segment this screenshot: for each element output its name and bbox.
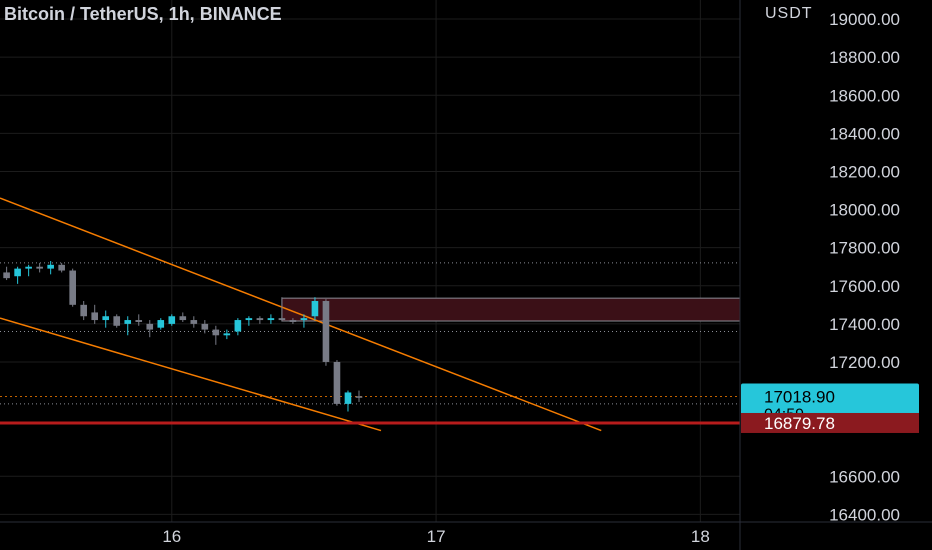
candle-body — [80, 304, 87, 317]
candle — [157, 318, 165, 330]
candle — [3, 266, 10, 281]
candle-body — [245, 318, 253, 321]
candle — [223, 329, 231, 340]
x-tick-label: 17 — [427, 527, 446, 546]
resistance-zone-box[interactable] — [281, 297, 741, 322]
candle-body — [256, 318, 264, 321]
x-tick-label: 18 — [691, 527, 710, 546]
candle-body — [91, 312, 99, 321]
candle-body — [344, 392, 352, 404]
candle-body — [58, 264, 65, 271]
candle — [36, 262, 43, 273]
candle — [58, 262, 65, 273]
time-axis[interactable]: 16 17 18 — [162, 527, 709, 546]
candle-body — [212, 329, 220, 336]
y-tick-label: 17800.00 — [829, 239, 900, 258]
candle-body — [289, 320, 297, 322]
candle — [355, 390, 363, 402]
y-tick-label: 17600.00 — [829, 277, 900, 296]
support-price-value: 16879.78 — [764, 414, 835, 433]
candle — [212, 325, 220, 345]
candle-body — [278, 318, 286, 321]
candle — [322, 299, 330, 366]
candle — [311, 297, 319, 321]
candle-body — [3, 272, 10, 279]
candle — [256, 316, 264, 324]
candle-body — [124, 320, 132, 324]
candle-body — [179, 316, 187, 321]
price-axis[interactable]: 19000.00 18800.00 18600.00 18400.00 18200.00… — [829, 10, 900, 524]
y-tick-label: 16400.00 — [829, 505, 900, 524]
candle — [300, 314, 308, 328]
candle — [135, 314, 143, 326]
currency-unit-label[interactable]: USDT — [765, 5, 813, 22]
y-tick-label: 17400.00 — [829, 315, 900, 334]
candle — [69, 268, 76, 307]
price-tags: 17018.9004:5916879.78 — [741, 383, 919, 433]
x-tick-label: 16 — [162, 527, 181, 546]
y-tick-label: 18200.00 — [829, 162, 900, 181]
trendline[interactable] — [0, 197, 602, 432]
candle-body — [146, 323, 154, 330]
candle — [333, 360, 341, 406]
candle-body — [113, 316, 121, 326]
candle-body — [36, 266, 43, 269]
candle — [25, 264, 32, 277]
candle-body — [234, 320, 242, 332]
trendlines[interactable] — [0, 197, 602, 432]
candle-body — [102, 316, 110, 321]
symbol-title[interactable]: Bitcoin / TetherUS, 1h, BINANCE — [4, 4, 282, 24]
candle — [91, 304, 99, 324]
candle — [245, 316, 253, 326]
candle — [146, 320, 154, 338]
candle-body — [135, 320, 143, 322]
dotted-levels — [0, 262, 740, 405]
candle-body — [69, 270, 76, 305]
candle — [102, 310, 110, 328]
candle-body — [300, 318, 308, 321]
candle — [201, 320, 209, 334]
candle-body — [157, 320, 165, 328]
candle-body — [25, 266, 32, 269]
candle — [179, 312, 187, 322]
current-price-value: 17018.90 — [764, 387, 835, 406]
candle — [344, 390, 352, 412]
y-tick-label: 18000.00 — [829, 201, 900, 220]
y-tick-label: 16600.00 — [829, 467, 900, 486]
candle — [278, 297, 286, 321]
candle-body — [322, 301, 330, 362]
resistance-zone — [281, 297, 741, 322]
candles — [3, 261, 363, 412]
candle — [47, 261, 54, 275]
trendline[interactable] — [0, 317, 382, 432]
candle — [14, 266, 21, 284]
candle — [234, 318, 242, 336]
candle-body — [190, 320, 198, 324]
candle-body — [47, 264, 54, 269]
candle — [190, 316, 198, 328]
y-tick-label: 18400.00 — [829, 124, 900, 143]
grid-layer — [0, 0, 740, 522]
candle — [289, 318, 297, 324]
candle — [113, 314, 121, 328]
candle — [80, 301, 87, 321]
y-tick-label: 18600.00 — [829, 86, 900, 105]
candle-body — [14, 268, 21, 277]
support-price-tag — [741, 412, 919, 433]
candle-body — [267, 318, 275, 321]
candle-body — [223, 333, 231, 336]
candle — [267, 314, 275, 324]
candle-body — [355, 396, 363, 398]
candle-body — [311, 301, 319, 317]
candle-body — [333, 361, 341, 404]
candle — [168, 314, 176, 326]
candle-body — [201, 323, 209, 330]
candle — [124, 316, 132, 336]
candle-body — [168, 316, 176, 324]
y-tick-label: 18800.00 — [829, 48, 900, 67]
y-tick-label: 19000.00 — [829, 10, 900, 29]
y-tick-label: 17200.00 — [829, 353, 900, 372]
